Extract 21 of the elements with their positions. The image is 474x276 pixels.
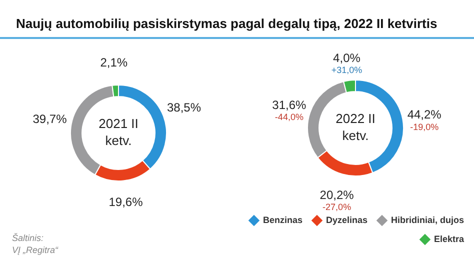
legend-label: Elektra <box>434 234 465 244</box>
legend-label: Hibridiniai, dujos <box>391 214 464 225</box>
data-label: 20,2% <box>320 188 354 202</box>
data-label: 39,7% <box>32 112 68 126</box>
legend-label: Benzinas <box>262 214 302 225</box>
text: -44,0% <box>274 112 304 122</box>
text: +31,0% <box>331 65 362 76</box>
legend-label: Dyzelinas <box>326 214 368 225</box>
text: 2022 II ketv. <box>336 111 376 144</box>
text: -27,0% <box>322 202 352 212</box>
text: Šaltinis: <box>12 232 45 244</box>
text: 2021 II ketv. <box>98 116 138 148</box>
data-label: 19,6% <box>108 194 144 209</box>
chart-title: Naujų automobilių pasiskirstymas pagal degalų tipą, 2022 II ketvirtis <box>16 16 438 31</box>
text: -19,0% <box>410 122 439 132</box>
data-label: 38,5% <box>166 100 202 115</box>
data-label: 2,1% <box>100 55 128 70</box>
data-label: 31,6% <box>272 98 307 112</box>
data-label: 44,2% <box>407 108 442 122</box>
data-label: 4,0% <box>333 50 361 65</box>
text: VĮ „Regitra“ <box>12 244 58 256</box>
